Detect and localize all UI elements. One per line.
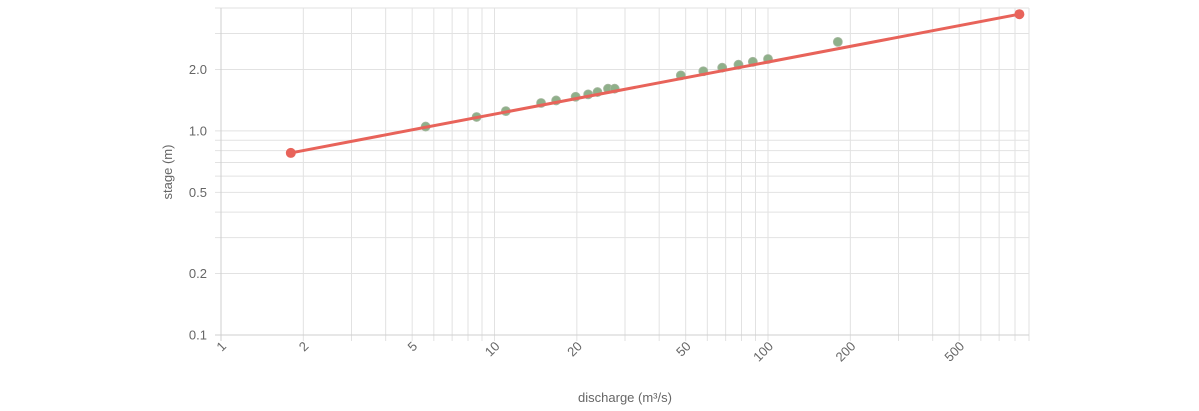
- x-tick-label: 50: [673, 339, 694, 360]
- rating-curve-line: [291, 14, 1020, 153]
- rating-curve-endpoint: [1014, 9, 1024, 19]
- x-tick-label: 20: [564, 339, 585, 360]
- y-tick-label: 0.5: [189, 185, 207, 200]
- x-axis-title: discharge (m³/s): [578, 390, 672, 405]
- observation-point: [833, 37, 842, 46]
- x-tick-label: 100: [750, 339, 776, 365]
- y-tick-label: 0.1: [189, 328, 207, 343]
- y-tick-label: 1.0: [189, 123, 207, 138]
- x-tick-label: 10: [482, 339, 503, 360]
- x-tick-label: 500: [941, 339, 967, 365]
- y-tick-label: 0.2: [189, 266, 207, 281]
- grid: [215, 8, 1029, 341]
- x-tick-label: 200: [833, 339, 859, 365]
- y-tick-label: 2.0: [189, 62, 207, 77]
- y-axis-title: stage (m): [160, 145, 175, 200]
- axes: [215, 8, 1029, 341]
- series: [286, 9, 1025, 158]
- rating-curve-endpoint: [286, 148, 296, 158]
